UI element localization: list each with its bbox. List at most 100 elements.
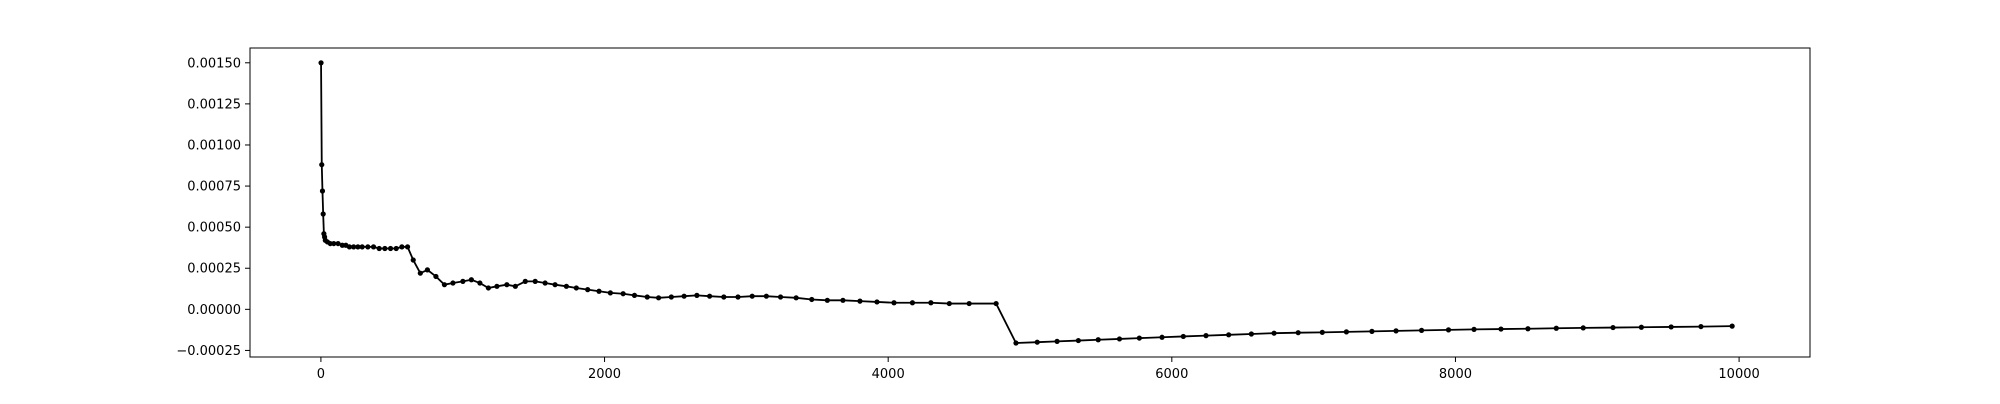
data-point [563,283,569,289]
data-point [1034,339,1040,345]
data-point [359,244,365,250]
data-point [494,283,500,289]
data-point [1668,324,1674,330]
x-tick-label: 4000 [872,367,905,382]
data-point [1729,323,1735,329]
data-point [504,282,510,288]
data-point [1393,328,1399,334]
y-tick-label: 0.00100 [187,138,241,153]
data-point [966,300,972,307]
data-point [1445,327,1452,333]
data-point [1295,330,1301,336]
data-point [485,285,491,291]
data-point [477,280,483,286]
data-point [1226,332,1232,338]
y-tick-label: 0.00125 [187,97,241,112]
data-point [749,293,755,299]
data-point [857,298,863,304]
data-point [809,296,815,303]
data-point [1698,323,1704,330]
data-point [1369,328,1375,334]
data-point [1638,324,1644,330]
data-point [331,240,337,247]
data-point [320,211,326,217]
data-point [655,295,662,301]
data-point [928,300,934,306]
data-point [1075,337,1081,344]
data-point [1525,326,1531,332]
x-tick-label: 2000 [588,367,621,382]
data-point [607,290,613,296]
data-point [393,245,399,252]
data-point [596,288,602,294]
data-point [1116,336,1123,342]
data-point [424,267,431,273]
data-point [1271,330,1277,336]
data-point [573,285,579,291]
data-point [1159,334,1165,340]
data-point [1319,329,1325,335]
data-point [319,188,326,194]
data-point [1013,340,1019,346]
data-point [777,294,784,300]
data-point [433,273,439,280]
data-point [993,300,999,307]
data-point [620,291,626,297]
data-point [468,277,474,283]
data-point [355,244,361,250]
data-point [824,297,830,303]
data-point [335,240,341,247]
x-tick-label: 10000 [1718,367,1759,382]
y-tick-label: 0.00000 [187,303,241,318]
y-axis: 0.00150 0.00125 0.00100 0.00075 0.00050 0.000… [176,56,250,359]
data-point [346,244,353,250]
y-tick-label: 0.00050 [187,221,241,236]
data-point [840,297,846,303]
data-point [410,257,416,263]
plot-frame [249,47,1811,358]
data-point [793,295,799,301]
data-point [1418,327,1425,333]
data-point [1180,333,1186,340]
x-axis: 0 2000 4000 6000 8000 10000 [317,357,1760,382]
y-tick-label: 0.00025 [187,262,241,277]
series-layer [318,60,1735,346]
y-tick-label: 0.00150 [187,56,241,71]
x-tick-label: 0 [317,367,325,382]
data-point [522,278,528,284]
x-tick-label: 6000 [1155,367,1188,382]
data-point [707,293,713,299]
y-tick-label: 0.00075 [187,180,241,195]
data-point [763,293,769,299]
data-point [319,162,325,168]
data-point [1095,337,1101,343]
data-point [542,280,548,286]
data-point [399,244,405,250]
data-point [404,244,411,250]
data-point [351,244,357,250]
data-point [694,292,700,298]
data-point [585,287,591,293]
data-point [1343,329,1349,335]
data-point [387,245,394,252]
data-point [417,270,423,276]
data-point [891,300,897,306]
data-point [631,292,638,298]
y-tick-label: −0.00025 [176,344,241,359]
data-point [552,282,558,288]
x-tick-label: 8000 [1439,367,1472,382]
data-point [441,282,448,288]
data-point [874,299,880,305]
data-point [1498,326,1504,332]
data-point [1248,331,1254,337]
data-point [735,294,741,300]
data-point [376,245,382,252]
data-point [1471,326,1477,332]
plot-area [249,47,1811,358]
data-point [512,283,518,289]
data-point [668,294,674,300]
data-point [318,60,324,66]
data-point [450,280,456,286]
data-point [365,244,371,250]
